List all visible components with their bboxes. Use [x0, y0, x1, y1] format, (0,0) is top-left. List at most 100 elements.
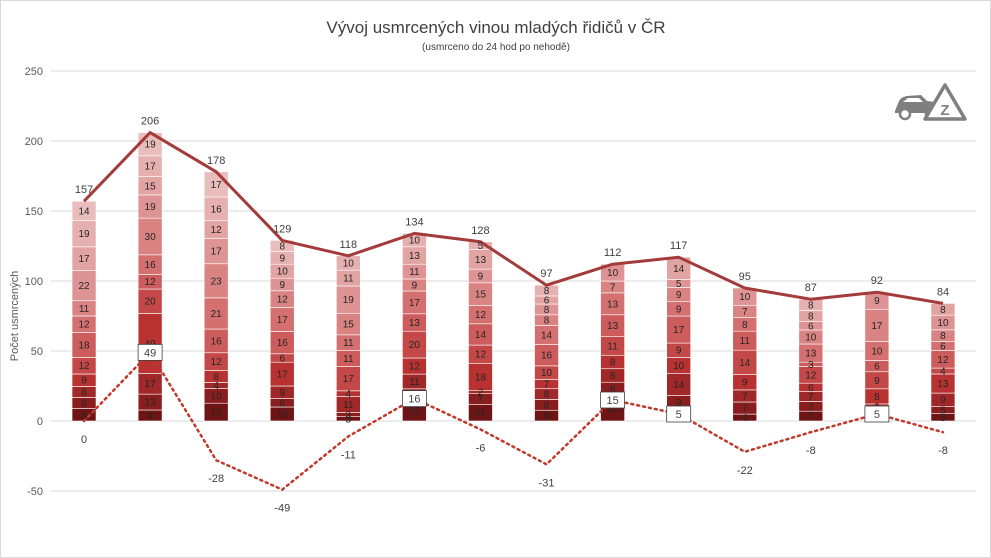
total-label: 112 — [604, 247, 622, 259]
segment-label: 9 — [147, 411, 153, 422]
total-label: 87 — [805, 282, 817, 294]
segment-label: 9 — [279, 253, 285, 264]
difference-label: -11 — [341, 449, 356, 461]
difference-label-box — [864, 405, 890, 423]
segment-label: 8 — [544, 400, 550, 411]
bar-segment — [402, 330, 427, 359]
segment-label: 8 — [808, 300, 814, 311]
segment-label: 9 — [412, 280, 418, 291]
segment-label: 9 — [676, 304, 682, 315]
segment-label: 12 — [475, 350, 487, 361]
segment-label: 8 — [874, 392, 880, 403]
y-ticks: -100 -50 0 50 100 150 200 250 — [21, 66, 43, 557]
segment-label: 10 — [211, 391, 223, 402]
segment-label: 10 — [673, 361, 685, 372]
total-label: 97 — [540, 268, 552, 280]
segment-label: 4 — [940, 367, 946, 378]
segment-label: 13 — [145, 398, 157, 409]
y-tick-label: -100 — [21, 556, 43, 557]
segment-label: 12 — [78, 320, 90, 331]
y-tick-label: 0 — [37, 416, 43, 428]
segment-label: 10 — [805, 333, 817, 344]
segment-label: 9 — [81, 410, 87, 421]
segment-label: 10 — [277, 267, 289, 278]
y-tick-label: 50 — [31, 346, 43, 358]
segment-label: 7 — [808, 412, 814, 423]
segment-label: 14 — [541, 330, 553, 341]
total-label: 92 — [871, 275, 883, 287]
segment-label: 9 — [279, 280, 285, 291]
segment-label: 6 — [279, 398, 285, 409]
segment-label: 2 — [478, 388, 484, 399]
segment-label: 7 — [478, 394, 484, 405]
segment-label: 8 — [544, 390, 550, 401]
segment-label: 6 — [808, 321, 814, 332]
segment-label: 13 — [409, 318, 421, 329]
segment-label: 23 — [211, 276, 223, 287]
difference-label-box — [137, 343, 163, 361]
segment-label: 5 — [676, 279, 682, 290]
difference-label-box — [666, 405, 692, 423]
segment-label: 7 — [610, 282, 616, 293]
segment-label: 3 — [346, 410, 352, 421]
segment-label: 17 — [78, 254, 90, 265]
total-label: 206 — [141, 116, 159, 128]
segment-label: 9 — [742, 378, 748, 389]
segment-label: 9 — [874, 376, 880, 387]
total-label: 95 — [739, 271, 751, 283]
segment-label: 9 — [676, 346, 682, 357]
segment-label: 12 — [937, 355, 949, 366]
total-label: 157 — [75, 184, 93, 196]
segment-label: 8 — [940, 331, 946, 342]
y-axis-label: Počet usmrcených — [9, 271, 21, 361]
bar-segment — [732, 349, 758, 375]
segment-label: 3 — [346, 414, 352, 425]
segment-label: 10 — [739, 292, 751, 303]
segment-label: 12 — [211, 225, 223, 236]
bar-segment — [203, 171, 229, 198]
bar-segment — [864, 308, 890, 342]
segment-label: 21 — [211, 309, 223, 320]
segment-label: 17 — [409, 298, 421, 309]
segment-label: 17 — [211, 180, 223, 191]
segment-label: 9 — [676, 290, 682, 301]
segment-label: 14 — [475, 330, 487, 341]
difference-label: 5 — [874, 409, 880, 421]
segment-label: 15 — [475, 290, 487, 301]
segment-label: 8 — [808, 312, 814, 323]
total-label: 117 — [670, 240, 688, 252]
stacked-bars — [71, 132, 956, 422]
segment-label: 7 — [808, 402, 814, 413]
lines — [82, 131, 945, 492]
segment-label: 11 — [409, 377, 420, 388]
segment-label: 12 — [805, 370, 817, 381]
segment-label: 17 — [343, 374, 355, 385]
difference-label: 49 — [144, 347, 156, 359]
y-tick-label: -50 — [27, 486, 43, 498]
segment-label: 12 — [409, 362, 421, 373]
segment-label: 10 — [937, 318, 949, 329]
car-z-icon: Z — [895, 83, 967, 121]
difference-label: 0 — [81, 434, 87, 446]
segment-label: 11 — [79, 304, 90, 315]
segment-label: 15 — [145, 181, 157, 192]
segment-label: 17 — [871, 321, 883, 332]
segment-label: 19 — [145, 202, 157, 213]
segment-label: 8 — [610, 357, 616, 368]
segment-label: 8 — [81, 387, 87, 398]
segment-label: 11 — [343, 338, 354, 349]
segment-label: 10 — [607, 268, 619, 279]
segment-label: 5 — [478, 241, 484, 252]
bar-segment — [336, 285, 361, 314]
segment-label: 13 — [805, 349, 817, 360]
segment-label: 9 — [874, 296, 880, 307]
difference-label: 16 — [408, 394, 420, 406]
bar-segment — [203, 263, 229, 299]
segment-label: 7 — [742, 391, 748, 402]
difference-label: -8 — [938, 445, 948, 457]
difference-label: -22 — [737, 465, 753, 477]
segment-label: 8 — [742, 320, 748, 331]
segment-label: 17 — [145, 379, 157, 390]
segment-label: 19 — [78, 229, 90, 240]
segment-label: 12 — [211, 408, 223, 419]
